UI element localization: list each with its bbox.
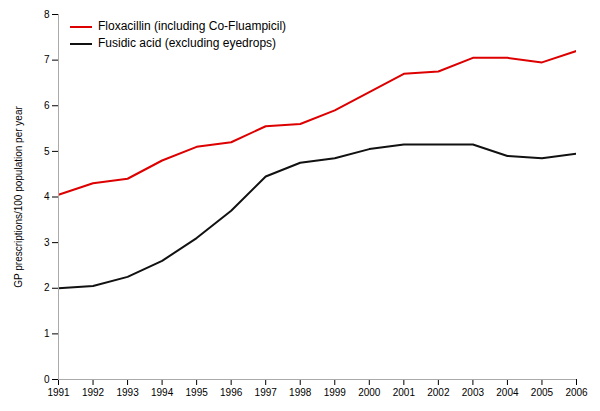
svg-text:1998: 1998 [289, 387, 312, 398]
html-text:Fusidic acid (excluding eyedro: Fusidic acid (excluding eyedrops) [98, 36, 277, 50]
svg-text:2: 2 [44, 282, 50, 293]
svg-text:5: 5 [44, 146, 50, 157]
svg-text:1996: 1996 [220, 387, 243, 398]
svg-text:1997: 1997 [255, 387, 278, 398]
svg-text:8: 8 [44, 9, 50, 20]
svg-text:2000: 2000 [358, 387, 381, 398]
svg-text:1993: 1993 [116, 387, 139, 398]
svg-text:3: 3 [44, 237, 50, 248]
svg-text:GP prescriptions/100 populatio: GP prescriptions/100 population per year [13, 106, 24, 288]
svg-text:1992: 1992 [82, 387, 105, 398]
svg-text:1995: 1995 [186, 387, 209, 398]
svg-text:1991: 1991 [47, 387, 70, 398]
svg-text:2002: 2002 [427, 387, 450, 398]
svg-text:1999: 1999 [324, 387, 347, 398]
svg-text:2004: 2004 [496, 387, 519, 398]
svg-text:4: 4 [44, 191, 50, 202]
svg-text:1: 1 [44, 328, 50, 339]
svg-text:6: 6 [44, 100, 50, 111]
svg-text:2005: 2005 [531, 387, 554, 398]
svg-text:7: 7 [44, 54, 50, 65]
svg-text:2003: 2003 [462, 387, 485, 398]
svg-text:1994: 1994 [151, 387, 174, 398]
svg-text:2006: 2006 [565, 387, 588, 398]
html-text:Floxacillin (including Co-Flua: Floxacillin (including Co-Fluampicil) [98, 19, 287, 33]
svg-text:2001: 2001 [393, 387, 416, 398]
svg-text:0: 0 [44, 374, 50, 385]
